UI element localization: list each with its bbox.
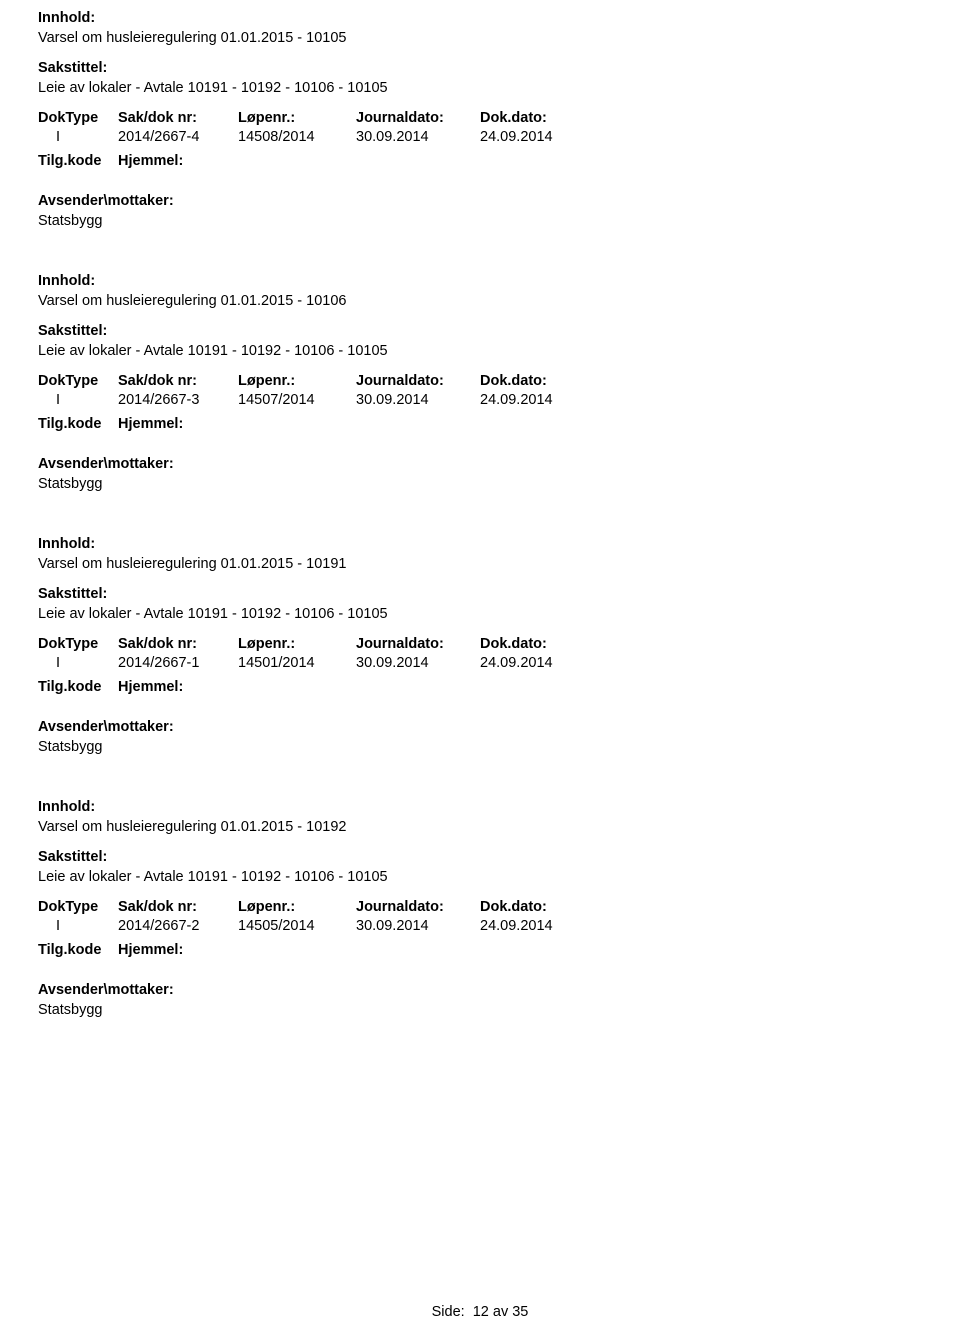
value-journaldato: 30.09.2014 — [356, 655, 480, 671]
header-journaldato: Journaldato: — [356, 110, 480, 126]
avsender-value: Statsbygg — [38, 476, 922, 492]
header-sakdoknr: Sak/dok nr: — [118, 636, 238, 652]
value-lopenr: 14505/2014 — [238, 918, 356, 934]
value-lopenr: 14507/2014 — [238, 392, 356, 408]
header-doktype: DokType — [38, 636, 118, 652]
tilgkode-label: Tilg.kode — [38, 416, 118, 432]
header-dokdato: Dok.dato: — [480, 110, 590, 126]
header-journaldato: Journaldato: — [356, 373, 480, 389]
value-doktype: I — [38, 129, 118, 145]
footer-page-total: 35 — [512, 1304, 528, 1320]
record: Innhold: Varsel om husleieregulering 01.… — [38, 799, 922, 1018]
avsender-label: Avsender\mottaker: — [38, 719, 922, 735]
value-sakdoknr: 2014/2667-4 — [118, 129, 238, 145]
value-sakdoknr: 2014/2667-3 — [118, 392, 238, 408]
table-header-row: DokType Sak/dok nr: Løpenr.: Journaldato… — [38, 110, 922, 126]
avsender-label: Avsender\mottaker: — [38, 456, 922, 472]
table-header-row: DokType Sak/dok nr: Løpenr.: Journaldato… — [38, 373, 922, 389]
header-doktype: DokType — [38, 899, 118, 915]
record: Innhold: Varsel om husleieregulering 01.… — [38, 536, 922, 755]
innhold-label: Innhold: — [38, 799, 922, 815]
tilgkode-label: Tilg.kode — [38, 942, 118, 958]
header-sakdoknr: Sak/dok nr: — [118, 373, 238, 389]
innhold-value: Varsel om husleieregulering 01.01.2015 -… — [38, 556, 922, 572]
innhold-label: Innhold: — [38, 10, 922, 26]
record: Innhold: Varsel om husleieregulering 01.… — [38, 10, 922, 229]
sakstittel-value: Leie av lokaler - Avtale 10191 - 10192 -… — [38, 606, 922, 622]
value-doktype: I — [38, 655, 118, 671]
table-data-row: I 2014/2667-4 14508/2014 30.09.2014 24.0… — [38, 129, 922, 145]
tilgkode-label: Tilg.kode — [38, 153, 118, 169]
innhold-label: Innhold: — [38, 273, 922, 289]
avsender-value: Statsbygg — [38, 739, 922, 755]
innhold-value: Varsel om husleieregulering 01.01.2015 -… — [38, 293, 922, 309]
header-doktype: DokType — [38, 373, 118, 389]
sakstittel-label: Sakstittel: — [38, 60, 922, 76]
innhold-value: Varsel om husleieregulering 01.01.2015 -… — [38, 30, 922, 46]
avsender-label: Avsender\mottaker: — [38, 193, 922, 209]
table-header-row: DokType Sak/dok nr: Løpenr.: Journaldato… — [38, 899, 922, 915]
header-dokdato: Dok.dato: — [480, 636, 590, 652]
hjemmel-label: Hjemmel: — [118, 416, 183, 432]
hjemmel-row: Tilg.kodeHjemmel: — [38, 153, 922, 169]
sakstittel-value: Leie av lokaler - Avtale 10191 - 10192 -… — [38, 80, 922, 96]
hjemmel-row: Tilg.kodeHjemmel: — [38, 679, 922, 695]
record: Innhold: Varsel om husleieregulering 01.… — [38, 273, 922, 492]
value-journaldato: 30.09.2014 — [356, 129, 480, 145]
header-lopenr: Løpenr.: — [238, 373, 356, 389]
header-sakdoknr: Sak/dok nr: — [118, 899, 238, 915]
value-doktype: I — [38, 392, 118, 408]
value-dokdato: 24.09.2014 — [480, 392, 590, 408]
value-lopenr: 14508/2014 — [238, 129, 356, 145]
footer-page-current: 12 — [473, 1304, 489, 1320]
header-lopenr: Løpenr.: — [238, 110, 356, 126]
header-doktype: DokType — [38, 110, 118, 126]
innhold-label: Innhold: — [38, 536, 922, 552]
innhold-value: Varsel om husleieregulering 01.01.2015 -… — [38, 819, 922, 835]
value-lopenr: 14501/2014 — [238, 655, 356, 671]
footer-side-label: Side: — [432, 1304, 465, 1320]
table-header-row: DokType Sak/dok nr: Løpenr.: Journaldato… — [38, 636, 922, 652]
value-dokdato: 24.09.2014 — [480, 918, 590, 934]
value-sakdoknr: 2014/2667-2 — [118, 918, 238, 934]
avsender-value: Statsbygg — [38, 1002, 922, 1018]
tilgkode-label: Tilg.kode — [38, 679, 118, 695]
page-footer: Side: 12 av 35 — [0, 1304, 960, 1320]
avsender-label: Avsender\mottaker: — [38, 982, 922, 998]
sakstittel-value: Leie av lokaler - Avtale 10191 - 10192 -… — [38, 869, 922, 885]
header-journaldato: Journaldato: — [356, 899, 480, 915]
footer-page-av: av — [493, 1304, 508, 1320]
table-data-row: I 2014/2667-3 14507/2014 30.09.2014 24.0… — [38, 392, 922, 408]
value-dokdato: 24.09.2014 — [480, 129, 590, 145]
value-journaldato: 30.09.2014 — [356, 392, 480, 408]
records-container: Innhold: Varsel om husleieregulering 01.… — [38, 10, 922, 1018]
header-dokdato: Dok.dato: — [480, 373, 590, 389]
sakstittel-label: Sakstittel: — [38, 849, 922, 865]
hjemmel-label: Hjemmel: — [118, 679, 183, 695]
sakstittel-value: Leie av lokaler - Avtale 10191 - 10192 -… — [38, 343, 922, 359]
sakstittel-label: Sakstittel: — [38, 586, 922, 602]
hjemmel-row: Tilg.kodeHjemmel: — [38, 416, 922, 432]
hjemmel-label: Hjemmel: — [118, 153, 183, 169]
table-data-row: I 2014/2667-2 14505/2014 30.09.2014 24.0… — [38, 918, 922, 934]
table-data-row: I 2014/2667-1 14501/2014 30.09.2014 24.0… — [38, 655, 922, 671]
value-doktype: I — [38, 918, 118, 934]
value-dokdato: 24.09.2014 — [480, 655, 590, 671]
value-journaldato: 30.09.2014 — [356, 918, 480, 934]
header-sakdoknr: Sak/dok nr: — [118, 110, 238, 126]
sakstittel-label: Sakstittel: — [38, 323, 922, 339]
value-sakdoknr: 2014/2667-1 — [118, 655, 238, 671]
header-journaldato: Journaldato: — [356, 636, 480, 652]
header-dokdato: Dok.dato: — [480, 899, 590, 915]
hjemmel-row: Tilg.kodeHjemmel: — [38, 942, 922, 958]
avsender-value: Statsbygg — [38, 213, 922, 229]
header-lopenr: Løpenr.: — [238, 636, 356, 652]
hjemmel-label: Hjemmel: — [118, 942, 183, 958]
header-lopenr: Løpenr.: — [238, 899, 356, 915]
